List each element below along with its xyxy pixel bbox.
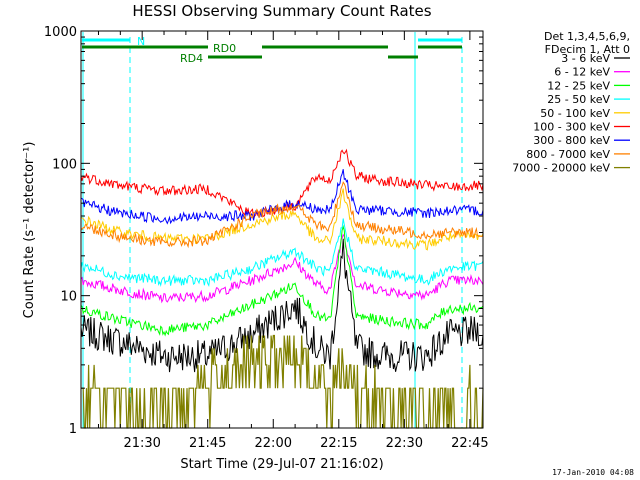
series-line [80, 238, 484, 373]
series-line [80, 233, 484, 304]
legend-label: 3 - 6 keV [561, 52, 610, 65]
series-line [80, 218, 484, 288]
plot-frame [80, 30, 484, 429]
legend-label: 300 - 800 keV [533, 134, 610, 147]
annotation-label: RD4 [180, 52, 203, 65]
legend-header: Det 1,3,4,5,6,9, FDecim 1, Att 0 [544, 30, 630, 56]
x-tick-label: 22:15 [320, 436, 357, 451]
y-tick-label: 100 [52, 157, 77, 172]
legend-label: 7000 - 20000 keV [512, 162, 610, 175]
y-tick-label: 1000 [44, 25, 77, 40]
x-axis-label: Start Time (29-Jul-07 21:16:02) [180, 457, 383, 472]
y-tick-label: 10 [60, 290, 77, 305]
series-line [80, 169, 484, 225]
axis-ticks: 21:30 21:45 22:00 22:15 22:30 22:45 1 10 100 1000 [44, 25, 489, 451]
annotation-label: RD0 [213, 42, 236, 55]
legend-header-line-2: FDecim 1, Att 0 [544, 43, 630, 56]
date-stamp: 17-Jan-2010 04:08 [552, 468, 634, 477]
legend-label: 800 - 7000 keV [526, 148, 610, 161]
legend-label: 25 - 50 keV [547, 93, 610, 106]
x-tick-label: 22:45 [451, 436, 488, 451]
legend-label: 6 - 12 keV [554, 66, 610, 79]
series-line [80, 188, 484, 251]
annotations: N RD0 RD4 [137, 35, 236, 65]
legend-label: 100 - 300 keV [533, 121, 610, 134]
series-lines [80, 148, 484, 429]
legend-label: 50 - 100 keV [540, 107, 610, 120]
y-axis-label: Count Rate (s⁻¹ detector⁻¹) [22, 142, 37, 319]
series-line [80, 181, 484, 249]
y-tick-label: 1 [69, 422, 77, 437]
legend-header-line-1: Det 1,3,4,5,6,9, [543, 30, 630, 43]
chart-title: HESSI Observing Summary Count Rates [132, 2, 431, 20]
x-tick-label: 21:45 [189, 436, 226, 451]
legend-label: 12 - 25 keV [547, 79, 610, 92]
series-line [80, 148, 484, 221]
x-tick-label: 22:30 [386, 436, 423, 451]
x-tick-label: 22:00 [255, 436, 292, 451]
series-line [80, 224, 484, 337]
instrument-state-bars [82, 32, 463, 428]
annotation-label: N [137, 35, 145, 48]
x-tick-label: 21:30 [123, 436, 160, 451]
